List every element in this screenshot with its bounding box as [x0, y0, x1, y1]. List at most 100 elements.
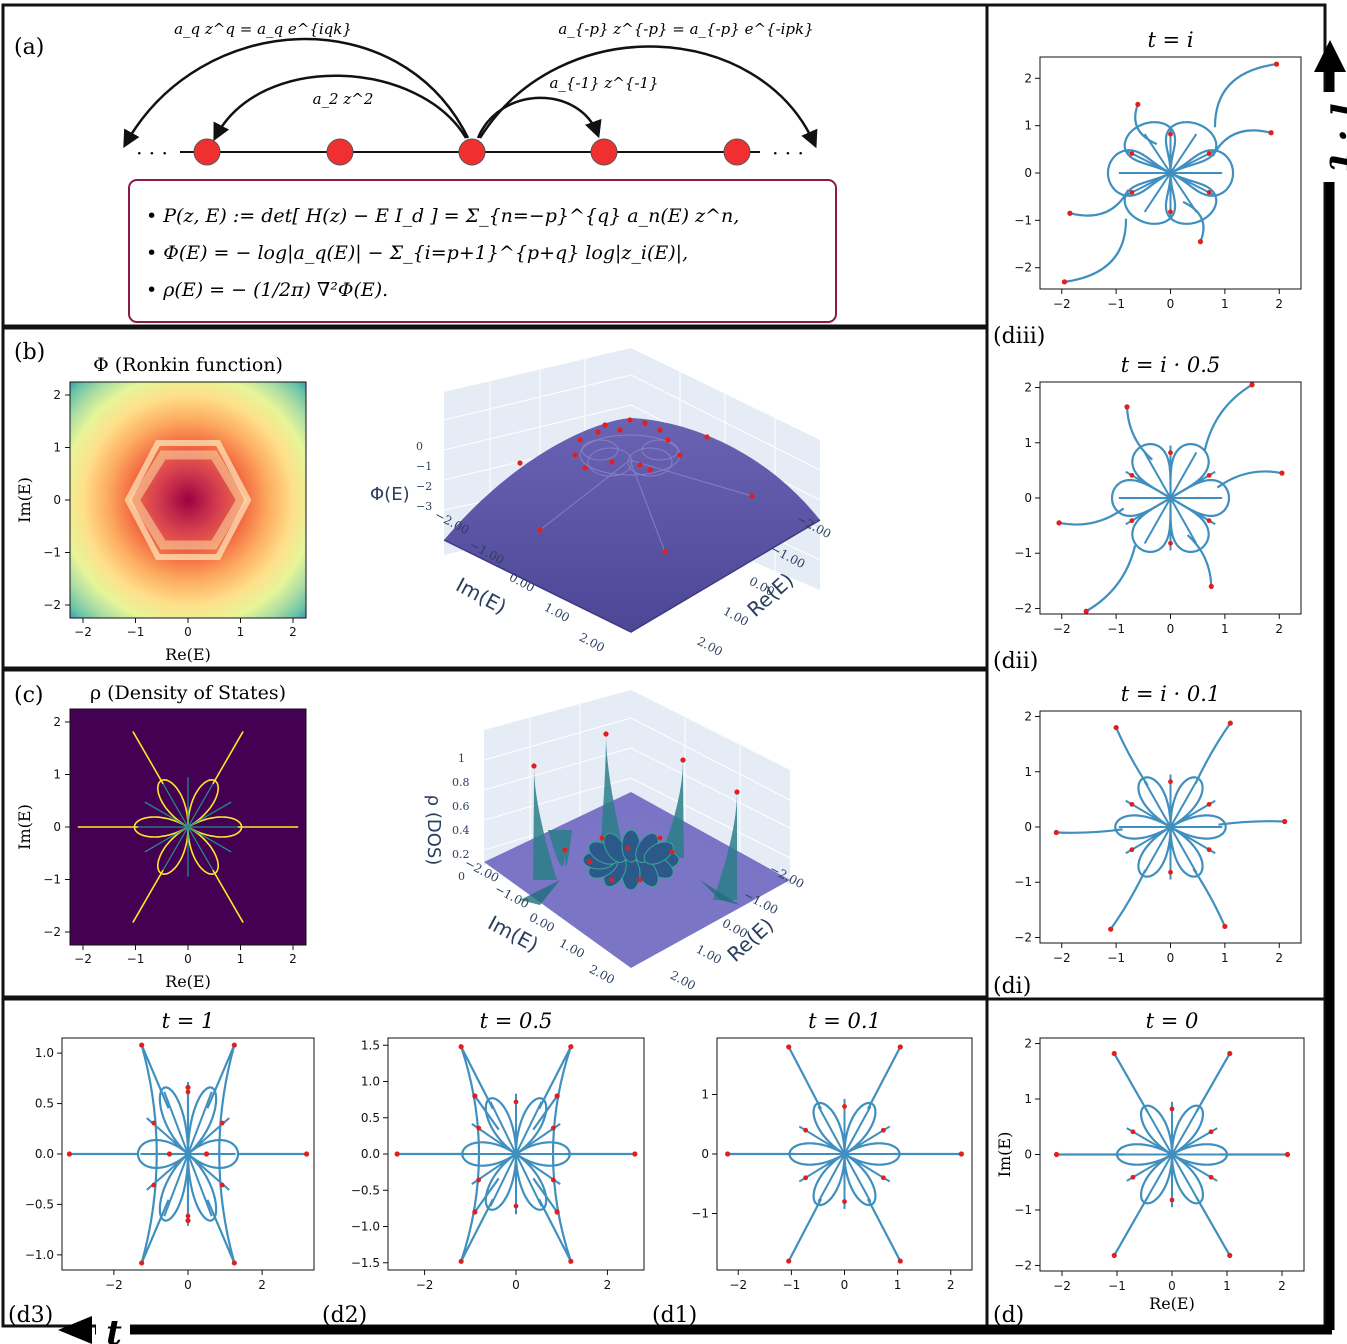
surface-point	[617, 427, 623, 433]
spectrum-arm	[866, 1198, 902, 1262]
spectrum-endpoint	[1061, 279, 1068, 285]
heatmap-ytick: 0	[53, 493, 61, 507]
spectrum-endpoint	[303, 1151, 310, 1157]
spectrum-spoke	[1143, 497, 1172, 544]
spectrum-xtick: 0	[1167, 297, 1175, 311]
spectrum-endpoint	[185, 1084, 191, 1091]
spectrum-spoke	[1169, 497, 1198, 544]
spectrum-plot-d: t = 0 −2 −1 0 1 2 2 1 0 −1 −2 Re(E) Im(E)	[995, 1009, 1305, 1313]
spectrum-endpoint	[458, 1258, 464, 1264]
spectrum-endpoint	[458, 1044, 464, 1050]
spectrum-side-loop	[552, 1046, 572, 1262]
up-arrowhead-icon	[1314, 40, 1346, 72]
surface-point	[657, 427, 663, 433]
panel-a-frame	[1, 3, 989, 328]
surface-point	[647, 467, 653, 473]
spectrum-spoke	[489, 1153, 517, 1207]
spectrum-arm	[206, 1199, 236, 1264]
dos-ztick: 0.6	[452, 800, 470, 813]
spectrum-petal-point	[842, 1104, 847, 1109]
spectrum-petal-point	[219, 1182, 225, 1188]
spectrum-petal-point	[1129, 801, 1135, 807]
spectrum-spoke	[1143, 826, 1172, 873]
phi-ztick: −1	[416, 460, 432, 473]
spectrum-ytick: −2	[1014, 601, 1032, 615]
spectrum-xlabel: Re(E)	[1149, 1294, 1195, 1313]
heatmap-xtick: −2	[74, 952, 92, 966]
surface-tick-re: 2.00	[695, 634, 725, 659]
spectrum-spoke	[187, 1091, 213, 1155]
surface-tick-re: 2.00	[668, 968, 698, 993]
spectrum-petal-point	[1208, 1129, 1214, 1135]
spectrum-petal-point	[1206, 518, 1212, 524]
spectrum-xtick: 1	[1223, 1279, 1231, 1293]
surface-imE-label: Im(E)	[452, 573, 511, 619]
spectrum-petal-point	[803, 1127, 809, 1133]
surface-point	[627, 417, 633, 423]
spectrum-petal-point	[880, 1175, 886, 1181]
spectrum-endpoint	[66, 1151, 73, 1157]
formula-ronkin: • Φ(E) = − log|a_q(E)| − Σ_{i=p+1}^{p+q}…	[146, 242, 688, 264]
dos-spike	[533, 766, 557, 880]
heatmap-ytick: 1	[53, 768, 61, 782]
surface-point	[749, 493, 755, 499]
surface-point	[577, 437, 583, 443]
spectrum-ytick: −1	[1014, 213, 1032, 227]
dos-petal-point	[657, 835, 663, 841]
spectrum-spoke	[1171, 1154, 1199, 1201]
surface-point	[572, 452, 578, 458]
spectrum-endpoint	[472, 1093, 478, 1099]
spectrum-endpoint	[231, 1042, 237, 1048]
spectrum-petal-point	[219, 1120, 225, 1126]
spectrum-endpoint	[725, 1151, 731, 1157]
spectrum-petal-point	[1168, 450, 1173, 456]
dos-spike	[600, 734, 624, 852]
dos-ztick: 0.4	[452, 824, 470, 837]
spectrum-ytick: −2	[1014, 261, 1032, 275]
lattice-site	[723, 138, 751, 166]
spectrum-arm	[1194, 722, 1232, 784]
surface-point	[665, 437, 671, 443]
formula-dos: • ρ(E) = − (1/2π) ∇²Φ(E).	[146, 279, 388, 301]
spectrum-xtick: 0	[1167, 951, 1175, 965]
panel-label-dii: (dii)	[993, 649, 1038, 674]
spectrum-petal-point	[1130, 1174, 1136, 1180]
heatmap-xtick: 2	[289, 952, 297, 966]
spectrum-arm	[1218, 820, 1285, 826]
spectrum-endpoint	[1222, 923, 1228, 930]
spectrum-petal-point	[550, 1125, 556, 1131]
spectrum-endpoint	[1208, 583, 1214, 589]
surface-tick-im: 2.00	[587, 962, 617, 987]
spectrum-ytick: 2	[1024, 71, 1032, 85]
spectrum-endpoint	[1268, 130, 1274, 136]
dos-ztick: 0.2	[452, 848, 470, 861]
panel-label-di: (di)	[993, 974, 1031, 999]
spectrum-arm	[787, 1198, 823, 1262]
formula-box	[128, 179, 837, 323]
spectrum-endpoint	[1279, 470, 1285, 476]
spectrum-arm	[473, 1095, 500, 1131]
spectrum-endpoint	[786, 1044, 792, 1050]
dos-ylabel: Im(E)	[15, 804, 34, 850]
spectrum-ytick: −1.0	[351, 1220, 380, 1234]
spectrum-ylabel: Im(E)	[995, 1132, 1014, 1178]
spectrum-petal-point	[880, 1127, 886, 1133]
spectrum-spoke	[1169, 781, 1198, 828]
spectrum-xtick: 1	[1221, 622, 1229, 636]
phi-ztick: −2	[416, 480, 432, 493]
spectrum-ytick: −1	[1014, 546, 1032, 560]
spectrum-ytick: 1	[1024, 1092, 1032, 1106]
spectrum-petal-point	[151, 1182, 157, 1188]
surface-point	[662, 549, 668, 555]
spectrum-petal-point	[1208, 1174, 1214, 1180]
heatmap-xtick: 1	[237, 625, 245, 639]
spectrum-arm	[1085, 545, 1137, 613]
dos-spike-point	[562, 847, 568, 853]
dos-ztick: 1	[458, 752, 465, 765]
spectrum-arm	[1056, 828, 1123, 834]
spectrum-xtick: −2	[729, 1278, 747, 1292]
spectrum-spoke	[843, 1153, 872, 1203]
spectrum-ytick: −2	[1014, 930, 1032, 944]
spectrum-arm	[1203, 383, 1253, 451]
spectrum-petal-point	[1129, 518, 1135, 524]
